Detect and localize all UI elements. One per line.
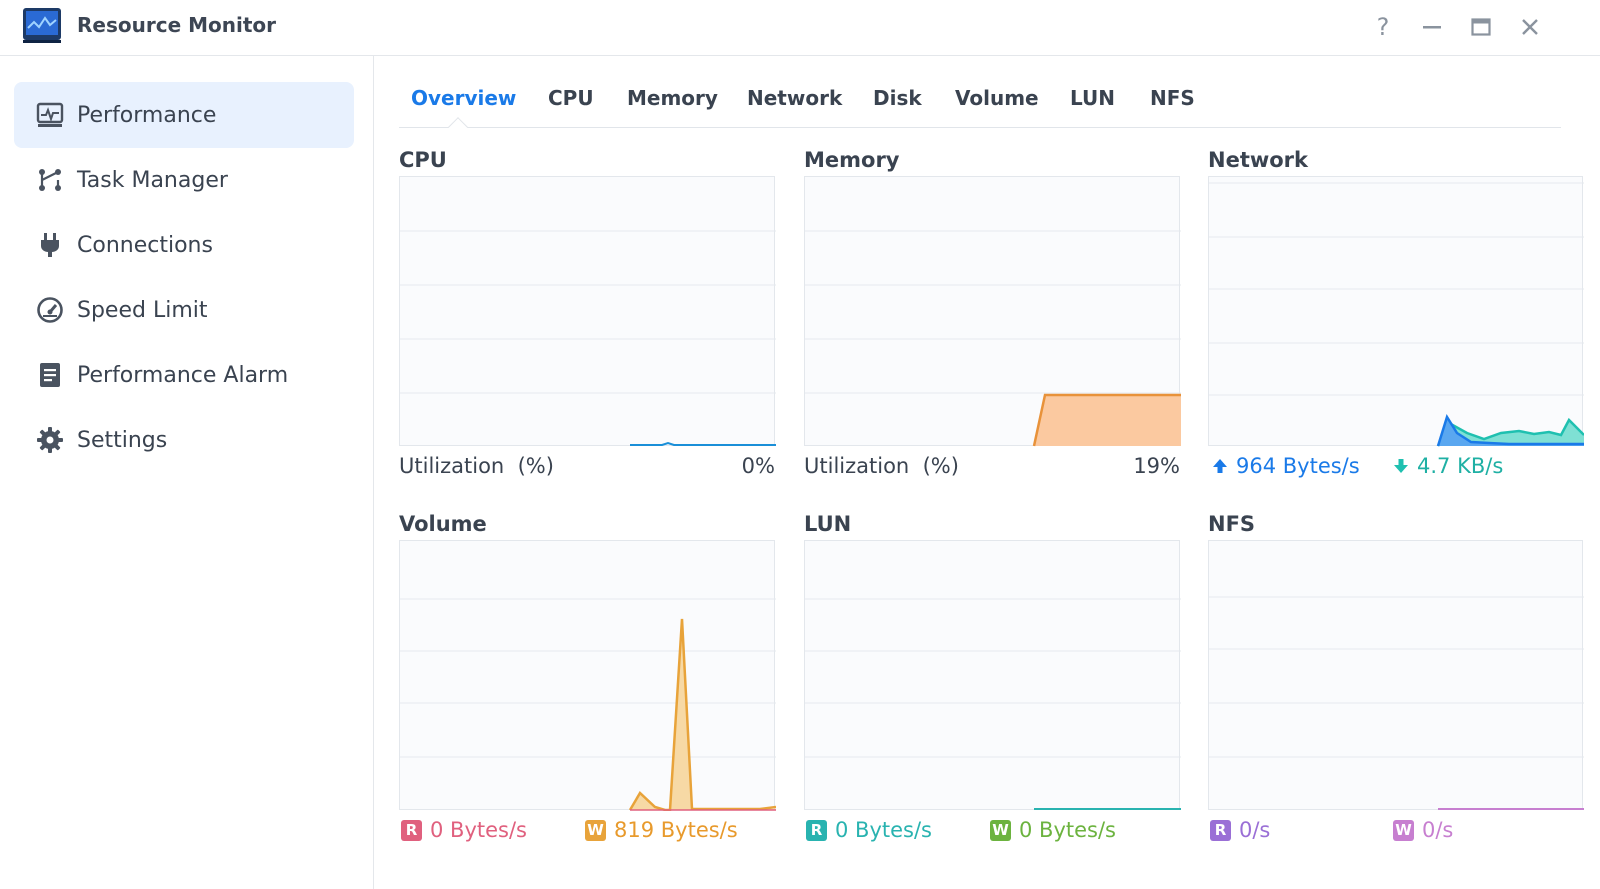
cpu-footer: Utilization (%) 0% [399, 454, 775, 486]
network-upload-stat: 964 Bytes/s [1212, 454, 1360, 478]
tab-lun[interactable]: LUN [1070, 86, 1116, 110]
performance-icon [36, 102, 64, 127]
lun-write-stat: W 0 Bytes/s [990, 818, 1116, 842]
clipboard-icon [40, 363, 60, 387]
cpu-utilization-value: 0% [741, 454, 775, 478]
network-upload-line [1436, 414, 1584, 447]
volume-write-area [630, 619, 776, 810]
network-download-value: 4.7 KB/s [1417, 454, 1504, 478]
sidebar: Performance Task Manager Connections Spe… [0, 56, 374, 889]
cpu-utilization-line [630, 441, 776, 446]
active-tab-indicator [448, 117, 468, 137]
network-upload-area [1438, 417, 1584, 446]
help-icon: ? [1376, 13, 1390, 41]
volume-write-stat: W 819 Bytes/s [585, 818, 738, 842]
memory-utilization-value: 19% [1133, 454, 1180, 478]
network-download-stat: 4.7 KB/s [1393, 454, 1503, 478]
tab-cpu[interactable]: CPU [548, 86, 594, 110]
memory-panel-title: Memory [804, 148, 900, 172]
nfs-footer: R 0/s W 0/s [1208, 818, 1583, 850]
lun-panel-title: LUN [804, 512, 852, 536]
sidebar-item-label: Performance Alarm [77, 362, 289, 388]
tab-volume[interactable]: Volume [955, 86, 1039, 110]
help-button[interactable]: ? [1366, 10, 1400, 44]
plug-icon [41, 233, 59, 257]
read-badge-icon: R [806, 819, 827, 841]
write-badge-icon: W [990, 819, 1011, 841]
sidebar-item-speed-limit[interactable]: Speed Limit [14, 277, 354, 343]
tab-bar: Overview CPU Memory Network Disk Volume … [399, 76, 1561, 137]
lun-chart[interactable] [804, 540, 1181, 810]
download-arrow-icon [1394, 459, 1408, 473]
lun-read-stat: R 0 Bytes/s [806, 818, 932, 842]
maximize-button[interactable] [1464, 10, 1498, 44]
sidebar-item-settings[interactable]: Settings [14, 407, 354, 473]
memory-footer: Utilization (%) 19% [804, 454, 1180, 486]
network-chart[interactable] [1208, 176, 1584, 447]
window-title: Resource Monitor [77, 13, 276, 37]
minimize-icon [1423, 26, 1441, 29]
memory-utilization-line [1032, 393, 1181, 447]
gear-icon [37, 427, 63, 453]
lun-write-value: 0 Bytes/s [1019, 818, 1116, 842]
memory-utilization-label: Utilization (%) [804, 454, 959, 478]
nfs-read-value: 0/s [1239, 818, 1271, 842]
tab-memory[interactable]: Memory [627, 86, 718, 110]
memory-utilization-area [1034, 395, 1181, 446]
network-upload-value: 964 Bytes/s [1236, 454, 1360, 478]
tab-disk[interactable]: Disk [873, 86, 922, 110]
volume-read-value: 0 Bytes/s [430, 818, 527, 842]
sidebar-item-label: Connections [77, 232, 213, 258]
main-content: Overview CPU Memory Network Disk Volume … [375, 56, 1600, 889]
sidebar-item-performance[interactable]: Performance [14, 82, 354, 148]
task-manager-icon [39, 169, 61, 191]
sidebar-item-connections[interactable]: Connections [14, 212, 354, 278]
volume-read-stat: R 0 Bytes/s [401, 818, 527, 842]
volume-chart[interactable] [399, 540, 776, 811]
volume-footer: R 0 Bytes/s W 819 Bytes/s [399, 818, 775, 850]
cpu-chart[interactable] [399, 176, 776, 446]
nfs-chart[interactable] [1208, 540, 1584, 810]
lun-footer: R 0 Bytes/s W 0 Bytes/s [804, 818, 1180, 850]
cpu-utilization-label: Utilization (%) [399, 454, 554, 478]
nfs-write-value: 0/s [1422, 818, 1454, 842]
close-button[interactable] [1513, 10, 1547, 44]
maximize-icon [1471, 18, 1491, 36]
nfs-read-stat: R 0/s [1210, 818, 1270, 842]
tab-nfs[interactable]: NFS [1150, 86, 1195, 110]
close-icon [1522, 19, 1538, 35]
sidebar-item-label: Speed Limit [77, 297, 208, 323]
volume-write-value: 819 Bytes/s [614, 818, 738, 842]
minimize-button[interactable] [1415, 10, 1449, 44]
memory-chart[interactable] [804, 176, 1181, 447]
write-badge-icon: W [1393, 819, 1414, 841]
upload-arrow-icon [1213, 459, 1227, 473]
volume-write-line [628, 618, 776, 811]
network-footer: 964 Bytes/s 4.7 KB/s [1208, 454, 1583, 486]
resource-monitor-app-icon [23, 8, 61, 43]
read-badge-icon: R [1210, 819, 1231, 841]
tab-network[interactable]: Network [747, 86, 843, 110]
sidebar-item-label: Performance [77, 102, 217, 128]
volume-panel-title: Volume [399, 512, 487, 536]
sidebar-item-label: Task Manager [77, 167, 228, 193]
nfs-write-stat: W 0/s [1393, 818, 1453, 842]
sidebar-item-label: Settings [77, 427, 168, 453]
sidebar-item-task-manager[interactable]: Task Manager [14, 147, 354, 213]
sidebar-item-performance-alarm[interactable]: Performance Alarm [14, 342, 354, 408]
speedometer-icon [37, 297, 63, 323]
title-bar: Resource Monitor ? [0, 0, 1600, 56]
cpu-panel-title: CPU [399, 148, 447, 172]
network-panel-title: Network [1208, 148, 1309, 172]
tab-overview[interactable]: Overview [411, 86, 517, 110]
lun-read-value: 0 Bytes/s [835, 818, 932, 842]
read-badge-icon: R [401, 819, 422, 841]
nfs-panel-title: NFS [1208, 512, 1256, 536]
network-download-line [1436, 417, 1584, 447]
write-badge-icon: W [585, 819, 606, 841]
